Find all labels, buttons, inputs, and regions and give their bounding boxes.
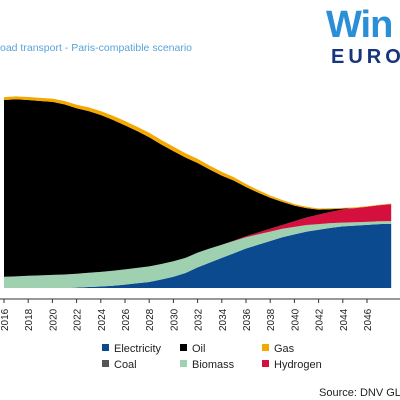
x-tick-label: 2044 [339,308,350,331]
x-tick-label: 2032 [194,308,205,331]
logo-text: Win [326,4,392,46]
x-tick-label: 2034 [218,308,229,331]
logo-subtext: EURO [331,46,400,68]
x-axis-ticks: 2016 2018 2020 2022 2024 2026 2028 2030 2032 2034… [0,299,374,331]
source-note: Source: DNV GL for V [319,387,400,399]
x-tick-label: 2036 [242,308,253,331]
series-area-biomass [4,221,392,288]
legend-label-biomass: Biomass [192,359,235,371]
x-tick-label: 2016 [0,308,11,331]
legend-swatch-oil [180,344,187,351]
x-tick-label: 2046 [363,308,374,331]
x-tick-label: 2024 [97,308,108,331]
legend-label-coal: Coal [114,359,137,371]
x-tick-label: 2038 [266,308,277,331]
x-tick-label: 2042 [315,308,326,331]
legend-swatch-biomass [180,360,187,367]
series-area-hydrogen [4,204,392,277]
legend-label-electricity: Electricity [114,343,162,355]
legend-label-hydrogen: Hydrogen [274,359,322,371]
x-tick-label: 2022 [73,308,84,331]
legend-label-gas: Gas [274,343,295,355]
legend: Electricity Oil Gas Coal Biomass Hydrogen [102,343,322,371]
x-tick-label: 2020 [48,308,59,331]
series-area-electricity [4,223,392,288]
legend-swatch-electricity [102,344,109,351]
x-tick-label: 2018 [24,308,35,331]
x-tick-label: 2028 [145,308,156,331]
x-tick-label: 2040 [290,308,301,331]
series-area-oil [4,99,392,277]
legend-swatch-coal [102,360,109,367]
plot-area [4,96,392,288]
chart-subtitle: oad transport - Paris-compatible scenari… [0,42,192,54]
legend-swatch-gas [262,344,269,351]
legend-swatch-hydrogen [262,360,269,367]
legend-label-oil: Oil [192,343,205,355]
x-tick-label: 2030 [169,308,180,331]
x-tick-label: 2026 [121,308,132,331]
